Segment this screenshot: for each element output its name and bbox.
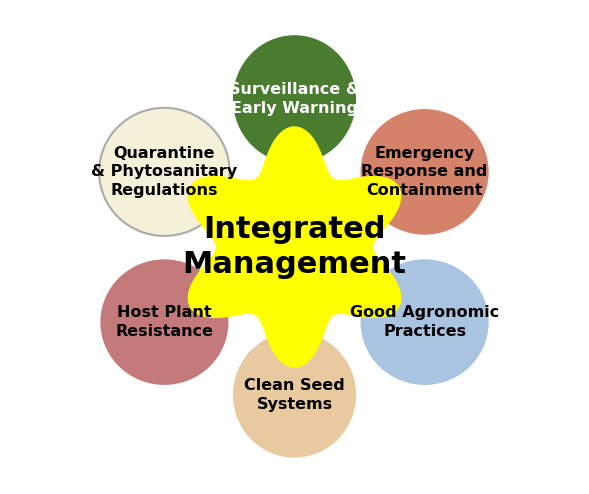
Text: Good Agronomic
Practices: Good Agronomic Practices <box>350 305 499 339</box>
Text: Host Plant
Resistance: Host Plant Resistance <box>115 305 213 339</box>
Ellipse shape <box>100 259 229 385</box>
Ellipse shape <box>233 35 356 163</box>
Ellipse shape <box>99 108 230 236</box>
Ellipse shape <box>360 259 489 385</box>
Ellipse shape <box>360 109 489 235</box>
Text: Quarantine
& Phytosanitary
Regulations: Quarantine & Phytosanitary Regulations <box>91 146 237 198</box>
Text: Clean Seed
Systems: Clean Seed Systems <box>244 378 345 412</box>
Polygon shape <box>188 126 401 368</box>
Text: Emergency
Response and
Containment: Emergency Response and Containment <box>362 146 488 198</box>
Text: Integrated
Management: Integrated Management <box>183 214 406 280</box>
Ellipse shape <box>233 332 356 457</box>
Text: Surveillance &
Early Warning: Surveillance & Early Warning <box>229 82 360 116</box>
